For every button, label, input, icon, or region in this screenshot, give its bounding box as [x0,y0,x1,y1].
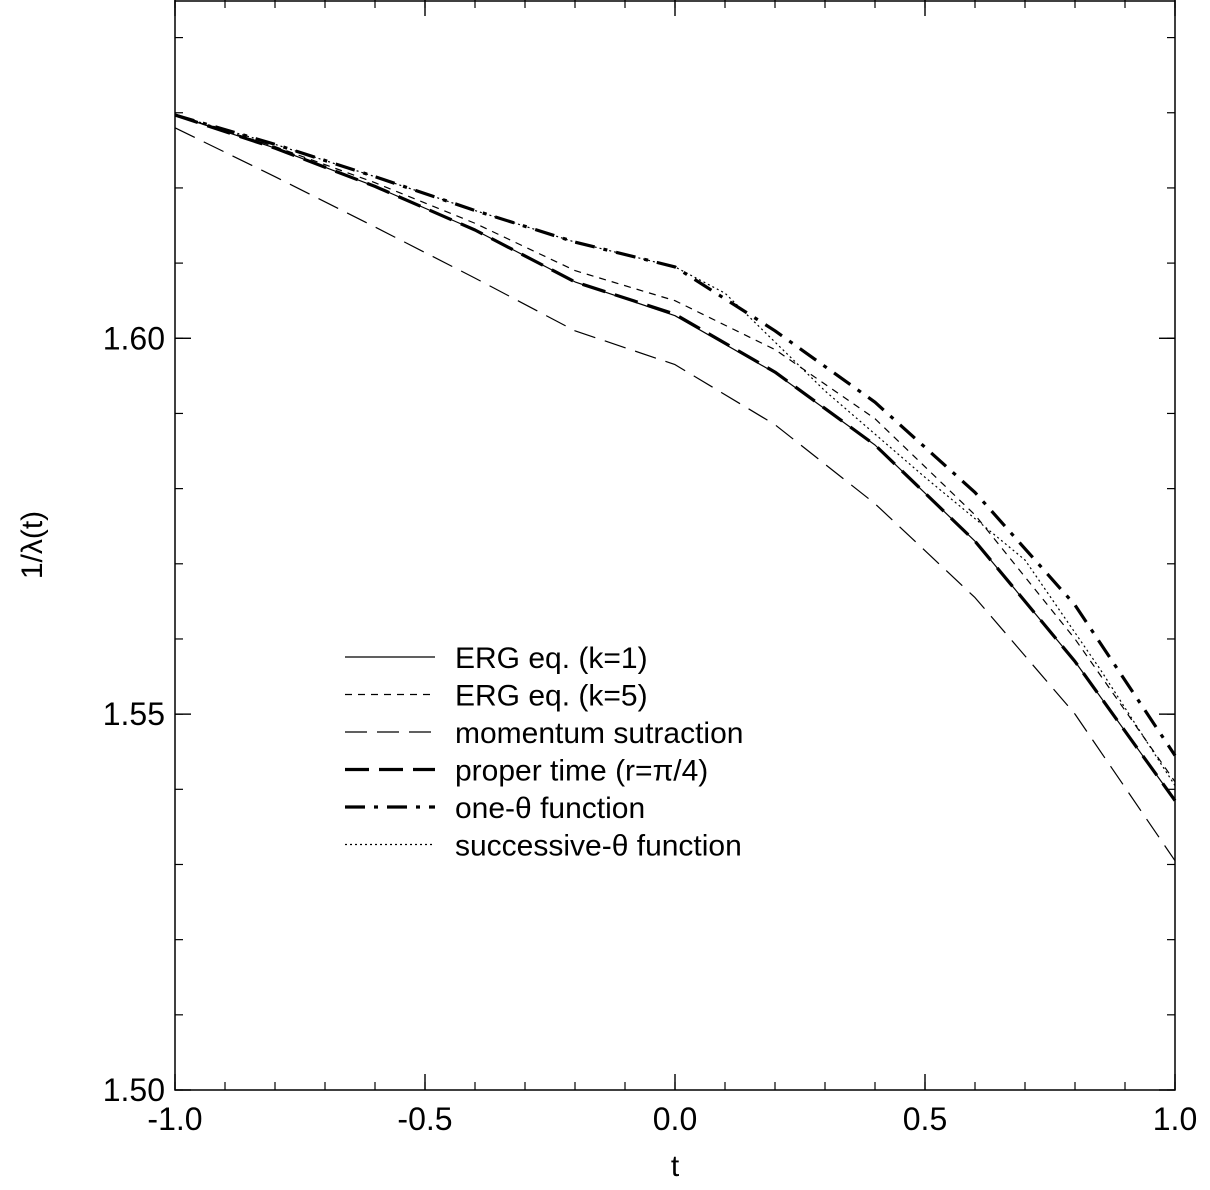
series-line-1 [174,114,1176,801]
legend-label-2: ERG eq. (k=5) [455,680,648,713]
series-line-3 [174,127,1176,862]
legend-label-6: successive-θ function [455,830,742,863]
x-tick-label: 0.0 [653,1101,697,1137]
series-line-6 [174,114,1176,786]
x-tick-label: 1.0 [1153,1101,1197,1137]
y-axis-title: 1/λ(t) [16,511,49,579]
legend-label-3: momentum sutraction [455,717,743,750]
series-line-5 [174,113,1177,757]
legend-label-5: one-θ function [455,792,645,825]
x-tick-label: -0.5 [397,1101,452,1137]
y-tick-label: 1.60 [103,320,165,356]
y-tick-label: 1.50 [103,1072,165,1108]
legend: ERG eq. (k=1) ERG eq. (k=5) momentum sutra… [345,642,743,863]
legend-label-1: ERG eq. (k=1) [455,642,648,675]
x-tick-label: -1.0 [147,1101,202,1137]
series-line-2 [174,114,1176,783]
x-tick-labels: -1.0 -0.5 0.0 0.5 1.0 [147,1101,1197,1137]
x-axis-title: t [671,1150,680,1183]
y-tick-label: 1.55 [103,696,165,732]
y-tick-labels: 1.50 1.55 1.60 [103,320,165,1108]
major-ticks [174,0,1176,1091]
plot-frame [174,0,1176,1091]
series-line-4 [174,113,1177,802]
legend-label-4: proper time (r=π/4) [455,755,708,788]
series-layer [174,113,1177,862]
x-tick-label: 0.5 [903,1101,947,1137]
minor-ticks [174,0,1176,1091]
